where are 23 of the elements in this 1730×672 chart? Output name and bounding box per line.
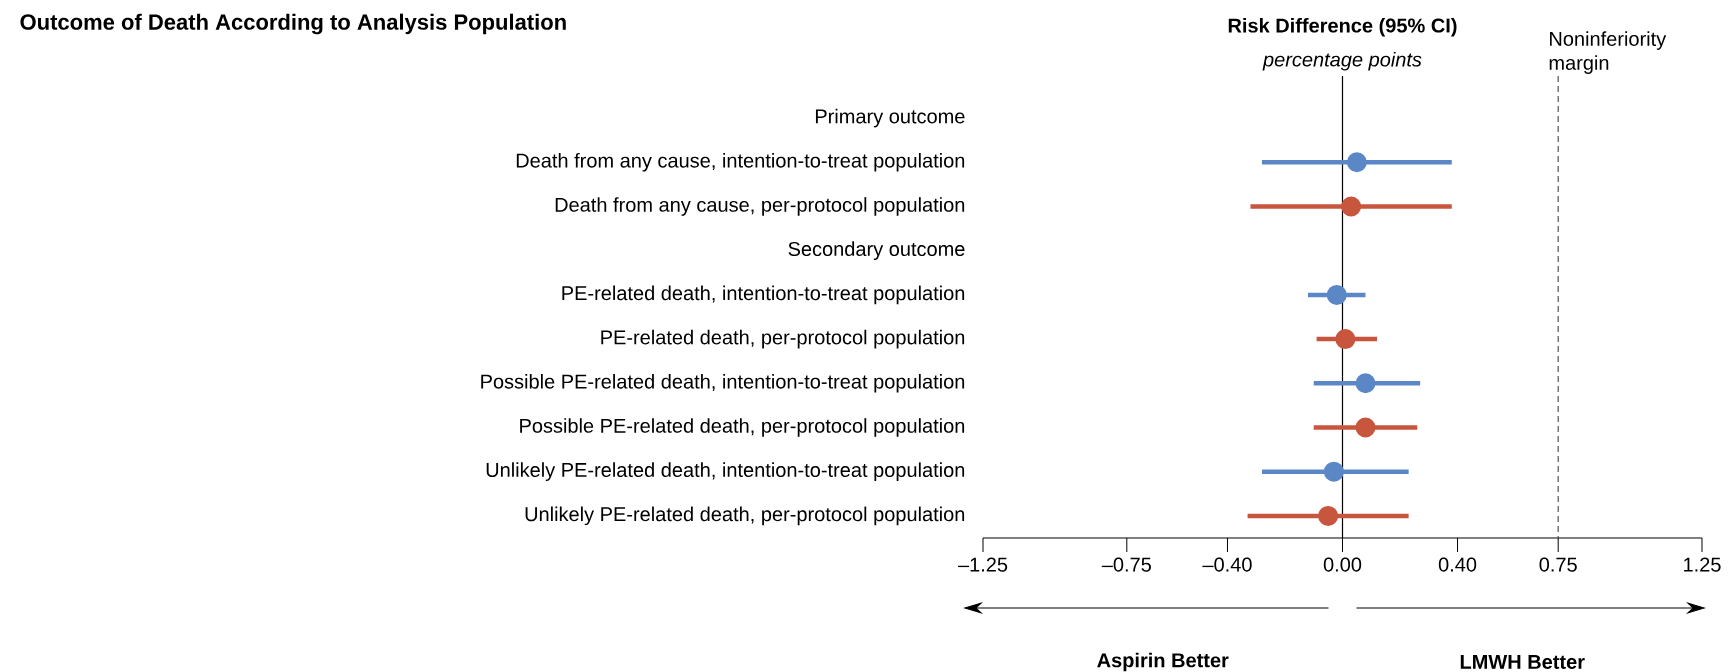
x-tick-label: 0.75 [1539,557,1577,572]
y-tick-label: Death from any cause, intention-to-treat population [516,152,965,172]
text: percentage points [1262,51,1422,71]
ref-line-label: Noninferiority margin [1549,31,1667,74]
y-tick-label: Unlikely PE-related death, per-protocol population [525,506,965,526]
text: LMWH Better [1460,655,1585,669]
x-tick-label: –0.40 [1202,557,1252,572]
y-tick-label: Death from any cause, per-protocol population [555,197,965,216]
y-tick-label: Secondary outcome [788,241,965,261]
y-tick-label: Primary outcome [815,108,965,128]
x-tick-label: –0.75 [1101,557,1151,572]
y-tick-label: Possible PE-related death, intention-to-treat population [481,373,965,393]
x-tick-label: 1.25 [1684,557,1721,572]
y-tick-label: PE-related death, intention-to-treat population [562,285,965,305]
y-tick-label: Unlikely PE-related death, intention-to-treat population [486,462,965,482]
text: Outcome of Death According to Analysis Population [20,13,566,35]
text: Aspirin Better [1097,652,1229,672]
x-tick-label: –1.25 [957,557,1008,572]
y-tick-label: PE-related death, per-protocol population [601,329,965,349]
x-tick-label: 0.00 [1323,557,1362,572]
x-axis-title: Risk Difference (95% CI) [1228,17,1457,37]
x-tick-label: 0.40 [1438,557,1477,572]
y-tick-label: Possible PE-related death, per-protocol population [520,418,965,437]
